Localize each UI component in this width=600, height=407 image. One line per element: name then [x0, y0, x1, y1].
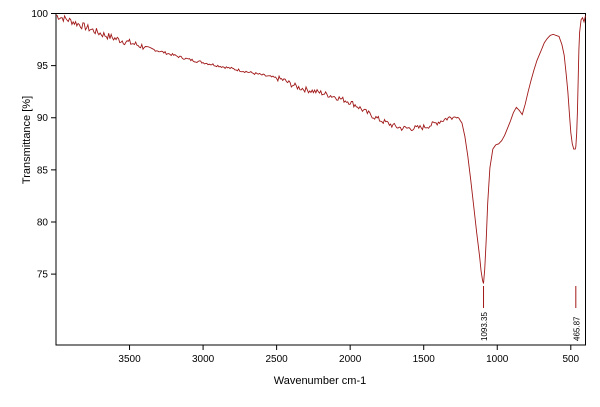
transmittance-series-line — [55, 14, 586, 284]
plot-frame — [55, 13, 586, 346]
y-tick-label: 95 — [37, 61, 49, 72]
x-axis: 3500 3000 2500 2000 1500 1000 500 — [118, 345, 580, 365]
x-tick-label: 1500 — [413, 354, 436, 365]
x-tick-label: 500 — [562, 354, 579, 365]
y-tick-label: 100 — [31, 9, 48, 20]
x-tick-label: 2000 — [339, 354, 362, 365]
y-axis-label: Transmittance [%] — [21, 96, 33, 184]
peak-label: 1093.35 — [480, 312, 489, 341]
y-tick-label: 85 — [37, 165, 49, 176]
peak-label: 465.87 — [572, 316, 581, 341]
x-tick-label: 1000 — [486, 354, 509, 365]
x-tick-label: 3000 — [192, 354, 215, 365]
x-axis-label: Wavenumber cm-1 — [274, 375, 367, 387]
x-tick-label: 3500 — [118, 354, 141, 365]
peak-annotations: 1093.35 465.87 — [480, 286, 581, 341]
y-axis: 75 80 85 90 95 100 — [31, 9, 56, 281]
y-tick-label: 80 — [37, 217, 49, 228]
y-tick-label: 90 — [37, 113, 49, 124]
y-tick-label: 75 — [37, 270, 49, 281]
x-tick-label: 2500 — [266, 354, 289, 365]
